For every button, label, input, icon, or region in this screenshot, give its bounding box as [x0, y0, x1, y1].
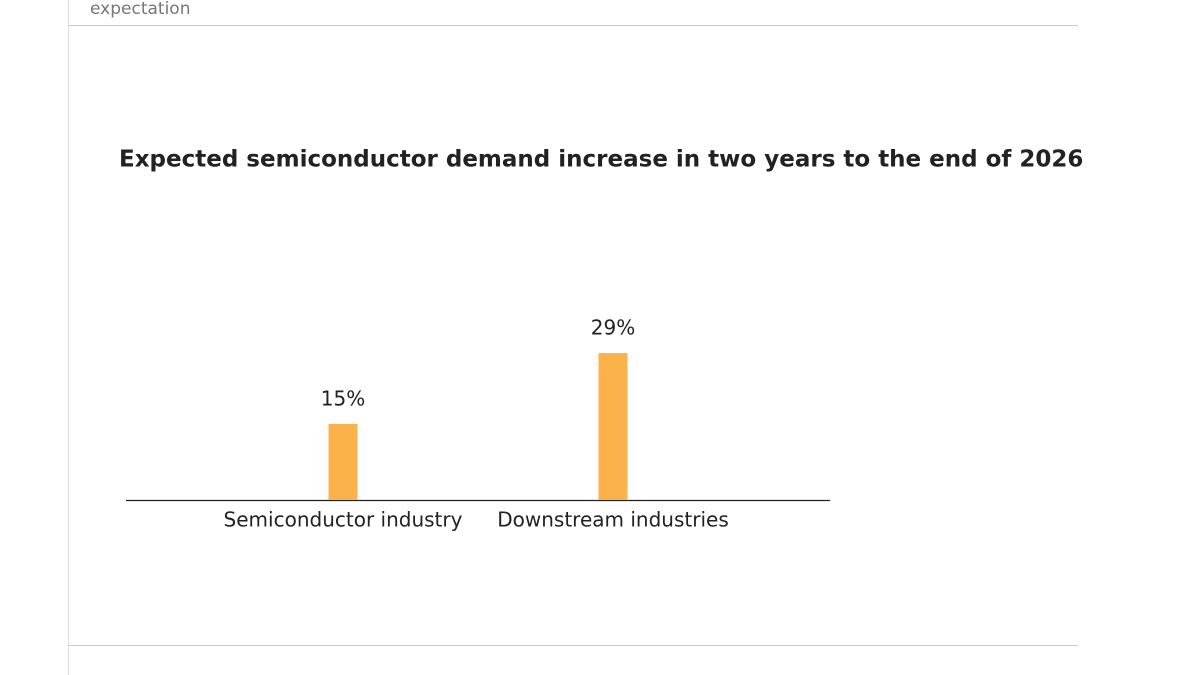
bar — [598, 353, 628, 500]
bar — [328, 424, 358, 500]
chart-title: Expected semiconductor demand increase i… — [119, 147, 1083, 173]
x-tick-label: Downstream industries — [497, 508, 728, 532]
value-label: 15% — [321, 387, 365, 411]
x-tick-label: Semiconductor industry — [224, 508, 463, 532]
value-label: 29% — [591, 316, 635, 340]
header-text: expectation — [90, 0, 190, 19]
